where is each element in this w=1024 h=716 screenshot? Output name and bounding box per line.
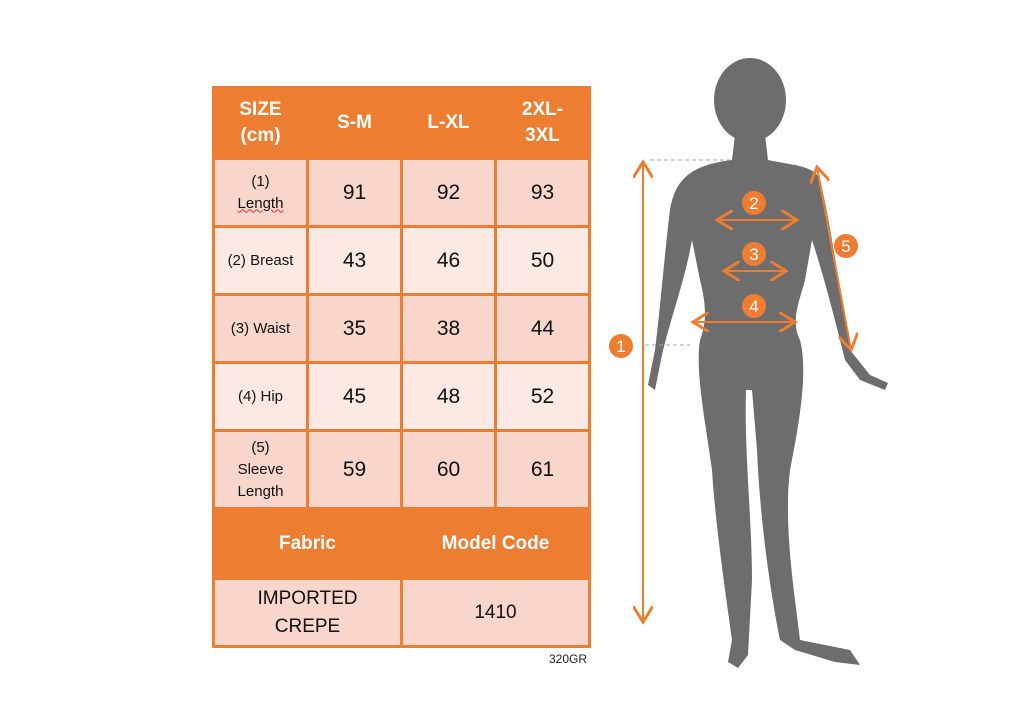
value-cell: 45	[306, 361, 403, 432]
size-header-cell: SIZE (cm)	[212, 86, 309, 160]
value-cell: 93	[494, 157, 591, 228]
label-line: Length	[237, 482, 284, 500]
size-header-cell: S-M	[306, 86, 403, 160]
row-label: (1) Length	[212, 157, 309, 228]
marker-1: 1	[616, 337, 625, 356]
value-cell: 52	[494, 361, 591, 432]
value-cell: 92	[400, 157, 497, 228]
label-line: Length	[237, 194, 284, 212]
fabric-line: IMPORTED	[257, 587, 358, 609]
value-cell: 91	[306, 157, 403, 228]
header-label: 2XL-3XL	[521, 99, 564, 146]
size-header-cell: 2XL-3XL	[494, 86, 591, 160]
row-label: (4) Hip	[212, 361, 309, 432]
marker-2: 2	[749, 194, 758, 213]
label-line: (1)	[251, 172, 270, 190]
table-row: (3) Waist 35 38 44	[212, 293, 591, 364]
label-line: (5)	[251, 438, 270, 456]
footer-row: IMPORTED CREPE 1410	[212, 577, 591, 648]
header-line: (cm)	[240, 125, 281, 146]
table-row: (2) Breast 43 46 50	[212, 225, 591, 296]
value-cell: 61	[494, 429, 591, 510]
measurement-lines	[643, 160, 851, 622]
header-line: S-M	[337, 112, 372, 133]
value-cell: 35	[306, 293, 403, 364]
model-code-header: Model Code	[400, 507, 591, 580]
value-cell: 46	[400, 225, 497, 296]
table-row: (5) Sleeve Length 59 60 61	[212, 429, 591, 510]
weight-code: 320GR	[549, 652, 588, 666]
row-label: (5) Sleeve Length	[212, 429, 309, 510]
fabric-header: Fabric	[212, 507, 403, 580]
header-line: SIZE	[239, 99, 282, 120]
header-line: L-XL	[427, 112, 470, 133]
value-cell: 48	[400, 361, 497, 432]
label-line: Sleeve	[237, 460, 284, 478]
value-cell: 60	[400, 429, 497, 510]
row-label: (2) Breast	[212, 225, 309, 296]
model-code-value: 1410	[400, 577, 591, 648]
fabric-value: IMPORTED CREPE	[212, 577, 403, 648]
value-cell: 38	[400, 293, 497, 364]
value-cell: 50	[494, 225, 591, 296]
row-label: (3) Waist	[212, 293, 309, 364]
marker-5: 5	[841, 237, 850, 256]
sleeve-arrow	[817, 167, 851, 350]
fabric-line: CREPE	[274, 615, 341, 637]
size-chart-table: SIZE (cm) S-M L-XL 2XL-3XL (1) Length 91 9…	[212, 86, 591, 648]
footer-header-row: Fabric Model Code	[212, 507, 591, 580]
size-header-row: SIZE (cm) S-M L-XL 2XL-3XL	[212, 86, 591, 160]
value-cell: 59	[306, 429, 403, 510]
table-row: (1) Length 91 92 93	[212, 157, 591, 228]
table-row: (4) Hip 45 48 52	[212, 361, 591, 432]
woman-silhouette	[648, 58, 888, 668]
size-header-cell: L-XL	[400, 86, 497, 160]
marker-3: 3	[749, 245, 758, 264]
marker-badges: 1 2 3 4 5	[609, 191, 858, 358]
marker-4: 4	[749, 297, 758, 316]
value-cell: 44	[494, 293, 591, 364]
value-cell: 43	[306, 225, 403, 296]
